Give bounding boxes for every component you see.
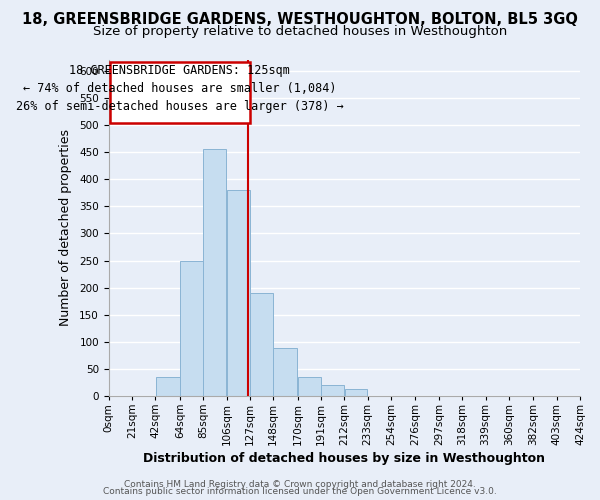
Bar bbox=[155, 377, 179, 396]
Text: Size of property relative to detached houses in Westhoughton: Size of property relative to detached ho… bbox=[93, 25, 507, 38]
Text: 18 GREENSBRIDGE GARDENS: 125sqm
← 74% of detached houses are smaller (1,084)
26%: 18 GREENSBRIDGE GARDENS: 125sqm ← 74% of… bbox=[16, 64, 344, 114]
Bar bbox=[227, 190, 250, 396]
Bar bbox=[180, 260, 203, 396]
Text: Contains HM Land Registry data © Crown copyright and database right 2024.: Contains HM Land Registry data © Crown c… bbox=[124, 480, 476, 489]
X-axis label: Distribution of detached houses by size in Westhoughton: Distribution of detached houses by size … bbox=[143, 452, 545, 465]
Text: 18, GREENSBRIDGE GARDENS, WESTHOUGHTON, BOLTON, BL5 3GQ: 18, GREENSBRIDGE GARDENS, WESTHOUGHTON, … bbox=[22, 12, 578, 28]
Bar bbox=[321, 385, 344, 396]
Y-axis label: Number of detached properties: Number of detached properties bbox=[59, 130, 72, 326]
Bar bbox=[250, 293, 273, 396]
Bar bbox=[203, 150, 226, 396]
Bar bbox=[110, 62, 250, 124]
Bar bbox=[274, 348, 298, 396]
Bar bbox=[344, 390, 367, 396]
Bar bbox=[298, 377, 321, 396]
Text: Contains public sector information licensed under the Open Government Licence v3: Contains public sector information licen… bbox=[103, 488, 497, 496]
